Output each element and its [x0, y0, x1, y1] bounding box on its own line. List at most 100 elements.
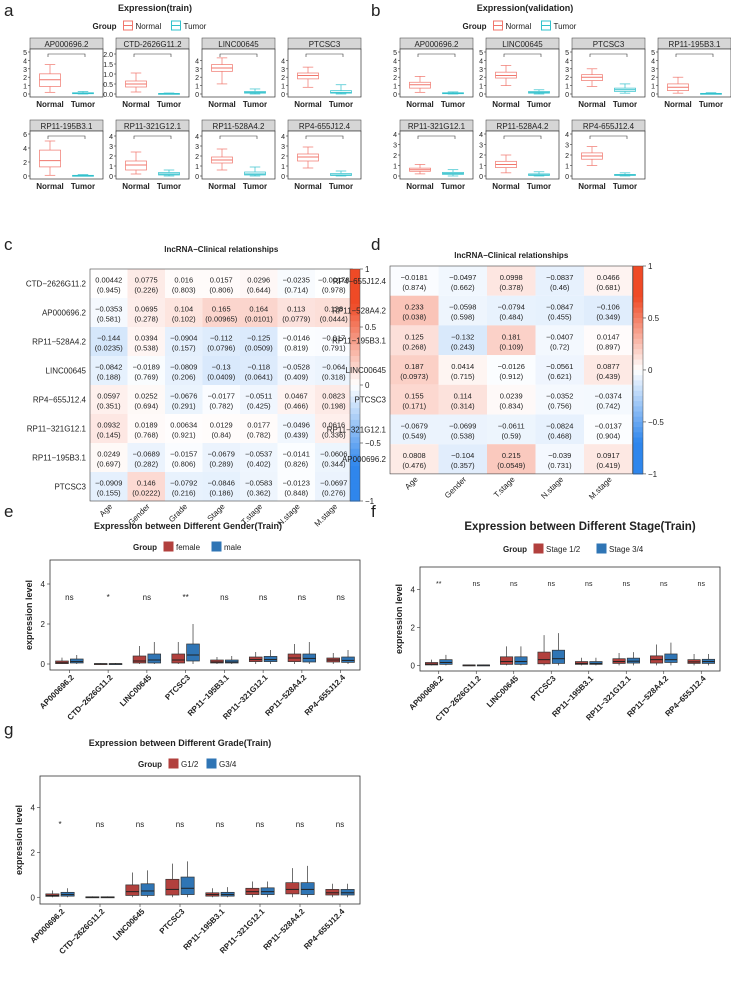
scale-segment: [350, 379, 360, 386]
heatmap-cell-r: 0.0147: [597, 332, 620, 341]
scale-segment: [633, 323, 643, 329]
heatmap-cell: [90, 298, 128, 327]
heatmap-cell: [438, 266, 487, 296]
heatmap-cell-p: (0.362): [247, 489, 271, 498]
y-tick-label: 1: [651, 84, 655, 91]
scale-segment: [350, 466, 360, 473]
sig-bracket: [47, 135, 86, 139]
scale-tick-label: 1: [648, 262, 653, 271]
scale-segment: [633, 266, 643, 272]
heatmap-cell: [535, 325, 584, 356]
heatmap-cell-r: −0.017: [322, 334, 345, 343]
facet-strip-label: LINC00645: [218, 40, 259, 49]
heatmap-cell-p: (0.897): [596, 342, 620, 351]
significance-label: ns: [143, 593, 151, 602]
y-tick-label: 3: [651, 67, 655, 74]
heatmap-cell-r: −0.0679: [208, 450, 235, 459]
heatmap-cell-p: (0.46): [550, 283, 570, 292]
heatmap-cell-r: −0.0123: [283, 479, 310, 488]
heatmap-cell: [202, 472, 240, 501]
heatmap-cell-p: (0.0779): [282, 315, 310, 324]
scale-tick-label: 0.5: [365, 323, 377, 332]
heatmap-cell-p: (0.439): [284, 431, 308, 440]
heatmap-cell-p: (0.72): [550, 342, 570, 351]
heatmap-col-label: Age: [403, 475, 420, 492]
x-label-normal: Normal: [578, 100, 606, 109]
scale-segment: [633, 416, 643, 423]
scale-segment: [633, 291, 643, 298]
heatmap-cell: [487, 295, 536, 326]
scale-segment: [350, 402, 360, 409]
heatmap-cell: [240, 472, 278, 501]
y-tick-label: 2: [565, 153, 569, 160]
x-label-normal: Normal: [406, 100, 434, 109]
legend-title: Group: [133, 543, 157, 552]
heatmap-cell-p: (0.409): [284, 373, 308, 382]
scale-segment: [350, 431, 360, 438]
scale-segment: [633, 338, 643, 345]
box-group-2-box: [340, 889, 355, 896]
legend-label-2: Tumor: [554, 22, 577, 31]
scale-segment: [633, 411, 643, 418]
box-group-2-box: [140, 883, 155, 896]
heatmap-cell-p: (0.349): [596, 313, 620, 322]
heatmap-row-label: RP4−655J12.4: [33, 396, 87, 405]
y-tick-label: 5: [393, 50, 397, 57]
heatmap-cell-r: −0.0606: [320, 450, 347, 459]
scale-segment: [350, 286, 360, 293]
scale-segment: [350, 448, 360, 456]
y-tick-label: 0: [31, 893, 36, 902]
x-label-tumor: Tumor: [329, 100, 353, 109]
scale-segment: [350, 477, 360, 485]
heatmap-cell-r: 0.104: [174, 305, 193, 314]
scale-segment: [633, 271, 643, 277]
panel-letter-b: b: [371, 1, 380, 20]
heatmap-col-label: N.stage: [539, 475, 565, 501]
sig-bracket: [133, 135, 172, 139]
heatmap-cell-r: −0.0511: [245, 392, 272, 401]
heatmap-cell-r: −0.0497: [449, 273, 476, 282]
heatmap-cell-r: 0.0808: [403, 451, 426, 460]
heatmap-cell: [438, 384, 487, 415]
y-tick-label: 4: [479, 132, 483, 139]
heatmap-cell-p: (0.0796): [207, 344, 235, 353]
heatmap-cell-r: −0.0181: [401, 273, 428, 282]
facet-frame: [115, 130, 190, 180]
heatmap-cell-r: 0.0775: [135, 276, 158, 285]
y-tick-label: 4: [393, 132, 397, 139]
sig-bracket: [47, 53, 86, 57]
x-label-tumor: Tumor: [157, 100, 181, 109]
box-normal-box: [39, 149, 61, 168]
heatmap-cell-r: 0.0597: [97, 392, 120, 401]
scale-segment: [633, 437, 643, 444]
significance-label: ns: [336, 593, 344, 602]
heatmap-cell-r: −0.0177: [208, 392, 235, 401]
scale-tick-label: −0.5: [365, 439, 381, 448]
scale-segment: [350, 472, 360, 479]
heatmap-cell-r: 0.0394: [135, 334, 158, 343]
scale-segment: [350, 495, 360, 502]
legend-key-1: [163, 541, 174, 552]
heatmap-cell-p: (0.157): [172, 344, 196, 353]
heatmap-cell-r: 0.0932: [97, 421, 120, 430]
heatmap-cell-p: (0.289): [209, 460, 233, 469]
heatmap-cell-p: (0.484): [499, 313, 523, 322]
heatmap-cell-r: −0.112: [210, 334, 233, 343]
y-tick-label: 0: [281, 92, 285, 99]
scale-segment: [350, 356, 360, 363]
facet-strip-label: RP11-528A4.2: [213, 122, 265, 131]
x-tick-label: AP000696.2: [29, 907, 67, 945]
plot-frame: [49, 559, 361, 671]
x-label-tumor: Tumor: [157, 182, 181, 191]
scale-segment: [350, 373, 360, 380]
heatmap-cell: [487, 325, 536, 356]
y-tick-label: 4: [281, 58, 285, 65]
x-label-normal: Normal: [36, 182, 64, 191]
significance-label: ns: [510, 581, 518, 588]
heatmap-cell-r: 0.113: [287, 305, 305, 314]
heatmap-cell: [390, 295, 439, 326]
scale-tick-label: −1: [648, 470, 658, 479]
sig-bracket: [675, 53, 714, 57]
heatmap-cell: [277, 269, 315, 298]
heatmap-cell-p: (0.904): [596, 431, 620, 440]
